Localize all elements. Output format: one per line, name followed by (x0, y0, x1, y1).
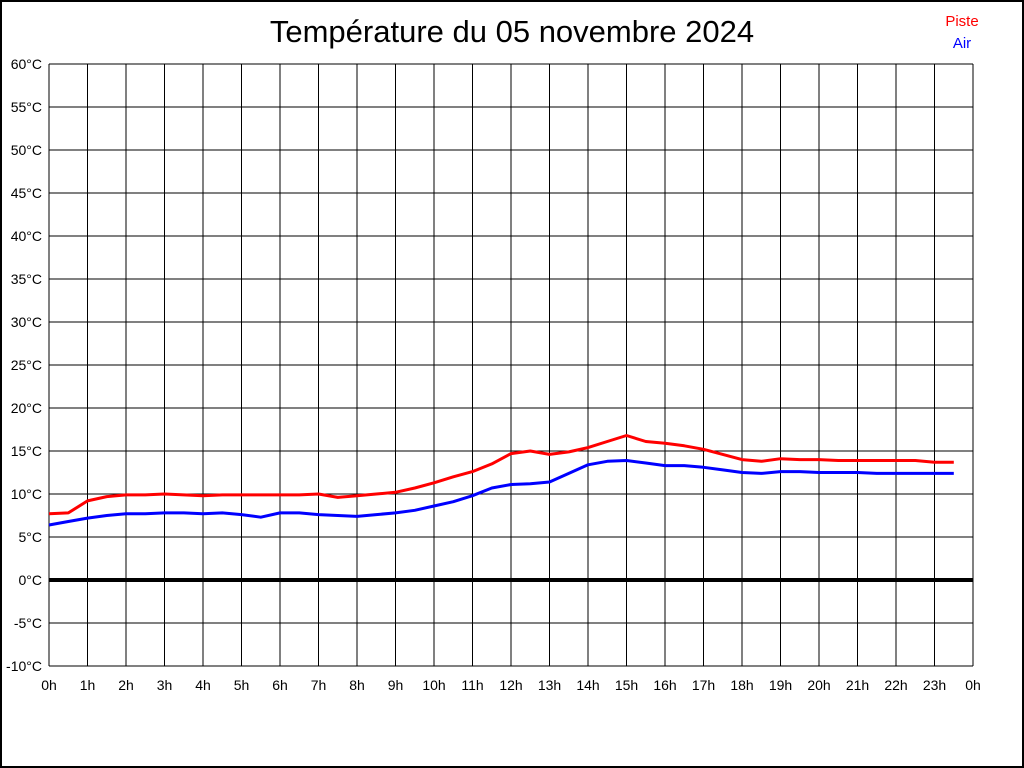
y-tick-label: 30°C (11, 314, 42, 330)
x-tick-label: 10h (422, 677, 445, 693)
x-tick-label: 0h (41, 677, 57, 693)
x-tick-label: 14h (576, 677, 599, 693)
y-tick-label: 45°C (11, 185, 42, 201)
y-tick-label: 10°C (11, 486, 42, 502)
x-tick-label: 1h (80, 677, 96, 693)
legend-item-piste: Piste (945, 13, 979, 30)
y-tick-label: -5°C (14, 615, 42, 631)
x-tick-label: 17h (692, 677, 715, 693)
y-tick-label: 60°C (11, 56, 42, 72)
grid-and-axes: -10°C -5°C 0°C 5°C 10°C 15°C 20°C 25°C 30°C 35°C 4… (6, 56, 981, 693)
x-tick-label: 8h (349, 677, 365, 693)
x-tick-label: 20h (807, 677, 830, 693)
x-tick-label: 16h (653, 677, 676, 693)
x-tick-label: 4h (195, 677, 211, 693)
x-tick-label: 11h (461, 677, 483, 693)
y-tick-label: 50°C (11, 142, 42, 158)
x-tick-label: 6h (272, 677, 288, 693)
y-tick-label: 5°C (19, 529, 43, 545)
x-tick-label: 13h (538, 677, 561, 693)
x-tick-label: 2h (118, 677, 134, 693)
y-tick-label: 20°C (11, 400, 42, 416)
x-tick-label: 7h (311, 677, 327, 693)
x-tick-label: 5h (234, 677, 250, 693)
chart-title: Température du 05 novembre 2024 (269, 14, 755, 49)
y-tick-label: 35°C (11, 271, 42, 287)
y-tick-label: 0°C (19, 572, 43, 588)
x-tick-label: 12h (499, 677, 522, 693)
x-tick-label: 22h (884, 677, 907, 693)
x-tick-label: 15h (615, 677, 638, 693)
series-line-air (48, 459, 954, 527)
x-tick-label: 3h (157, 677, 173, 693)
legend: Piste Air (922, 11, 1002, 55)
y-tick-label: 55°C (11, 99, 42, 115)
series-line-piste (48, 434, 954, 516)
y-tick-label: -10°C (6, 658, 42, 674)
x-tick-label: 21h (846, 677, 869, 693)
x-tick-label: 18h (730, 677, 753, 693)
x-tick-label: 19h (769, 677, 792, 693)
y-tick-label: 15°C (11, 443, 42, 459)
x-tick-label: 0h (965, 677, 981, 693)
y-tick-label: 25°C (11, 357, 42, 373)
x-tick-label: 23h (923, 677, 946, 693)
legend-item-air: Air (952, 35, 972, 52)
x-tick-label: 9h (388, 677, 404, 693)
y-tick-label: 40°C (11, 228, 42, 244)
